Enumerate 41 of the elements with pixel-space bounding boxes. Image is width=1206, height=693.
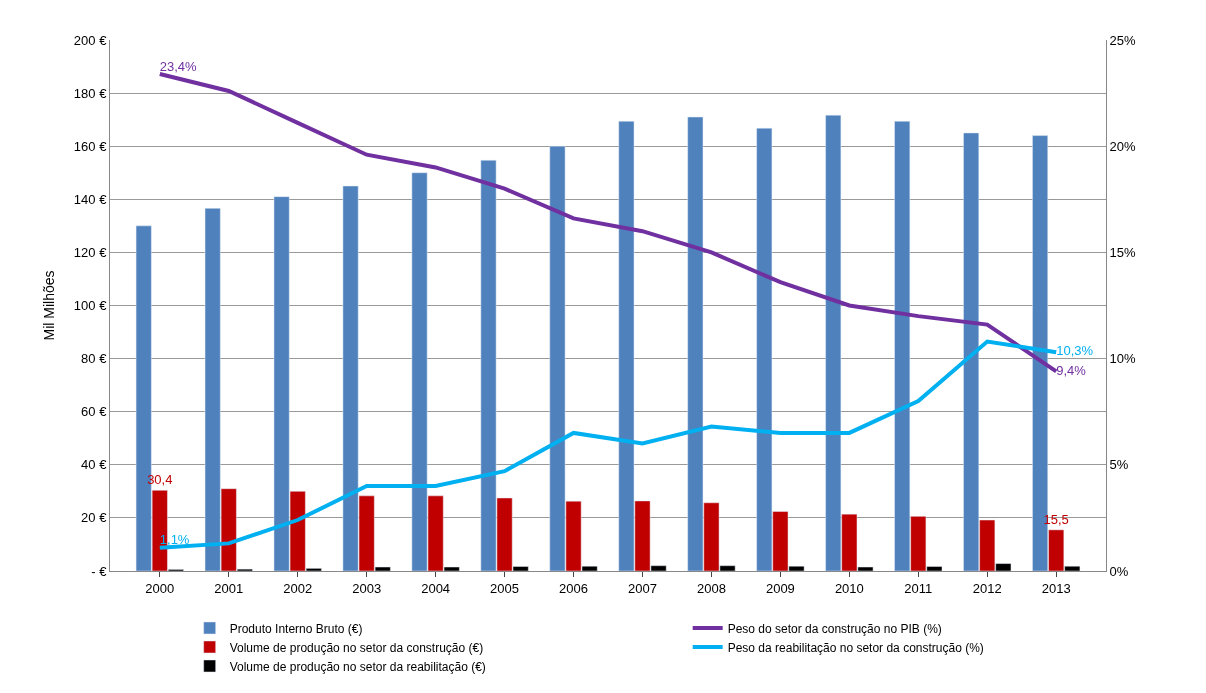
data-label: 23,4% [159,58,198,74]
x-tick-label: 2001 [214,580,244,596]
y-tick-label: 100 € [73,298,108,314]
y-tick-label: 160 € [73,138,108,154]
y2-tick-label: 5% [1109,457,1129,473]
legend-label: Produto Interno Bruto (€) [229,621,363,636]
x-tick-label: 2010 [834,580,864,596]
y-tick-label: 120 € [73,244,108,260]
y2-tick-label: 20% [1109,138,1137,154]
x-tick-label: 2006 [559,580,588,596]
x-tick-label: 2008 [696,580,726,596]
legend-label: Volume de produção no setor da construção (€) [229,640,484,655]
legend-label: Volume de produção no setor da reabilitação (€) [229,659,486,674]
y-tick-label: 140 € [73,191,108,207]
line-series [157,71,1059,374]
x-tick-label: 2012 [972,580,1002,596]
y2-tick-label: 10% [1109,351,1137,367]
data-label: 9,4% [1056,362,1087,378]
y2-tick-label: 0% [1109,563,1129,579]
y-tick-label: 80 € [81,351,108,367]
y-tick-label: 180 € [73,85,108,101]
y-tick-label: 20 € [81,510,108,526]
x-tick-label: 2003 [352,580,382,596]
y2-tick-label: 25% [1109,32,1137,48]
x-tick-label: 2013 [1041,580,1071,596]
y-tick-label: 200 € [73,32,108,48]
data-label: 10,3% [1056,343,1094,359]
y-tick-label: 40 € [81,457,108,473]
x-tick-label: 2009 [765,580,795,596]
y-tick-label: 60 € [81,404,108,420]
x-tick-label: 2000 [145,580,175,596]
x-tick-label: 2004 [421,580,451,596]
x-tick-label: 2007 [628,580,657,596]
legend-label: Peso da reabilitação no setor da construção (%) [727,640,984,655]
legend-label: Peso do setor da construção no PIB (%) [727,621,942,636]
x-tick-label: 2005 [490,580,520,596]
y-tick-label: - € [91,563,108,579]
y-axis-title: Mil Milhões [41,270,58,341]
x-tick-label: 2011 [904,580,933,596]
y2-tick-label: 15% [1109,244,1137,260]
x-tick-label: 2002 [283,580,313,596]
